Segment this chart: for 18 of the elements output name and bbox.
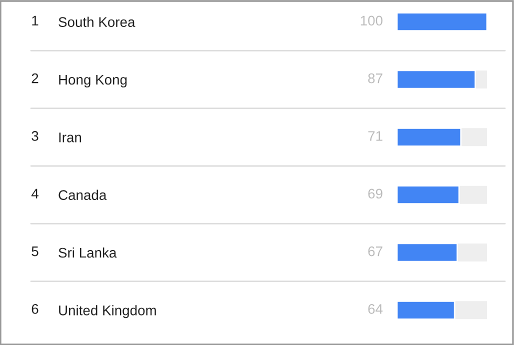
- y-tick-label: United Kingdom: [59, 305, 156, 318]
- y-tick-label: Iran: [59, 132, 82, 142]
- data-label: 69: [368, 188, 382, 199]
- text: 3: [32, 131, 38, 141]
- text: 5: [32, 246, 38, 256]
- data-label: 100: [360, 16, 382, 26]
- y-tick-label: South Korea: [58, 16, 136, 28]
- data-label: 71: [368, 131, 382, 141]
- y-tick-label: Sri Lanka: [58, 247, 117, 258]
- y-tick-label: Hong Kong: [59, 74, 127, 88]
- data-label: 67: [368, 246, 382, 256]
- text: 1: [32, 16, 38, 26]
- text: 4: [31, 188, 38, 198]
- data-label: 87: [368, 73, 382, 84]
- y-tick-label: Canada: [58, 190, 107, 200]
- data-label: 64: [368, 304, 383, 314]
- text: 6: [32, 304, 38, 314]
- text: 2: [32, 73, 38, 84]
